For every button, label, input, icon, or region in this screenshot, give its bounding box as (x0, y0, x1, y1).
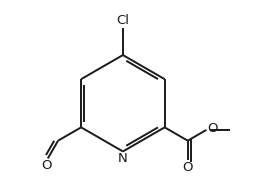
Text: O: O (42, 159, 52, 172)
Text: O: O (182, 161, 193, 174)
Text: N: N (118, 153, 128, 166)
Text: Cl: Cl (116, 14, 129, 27)
Text: O: O (207, 122, 217, 135)
